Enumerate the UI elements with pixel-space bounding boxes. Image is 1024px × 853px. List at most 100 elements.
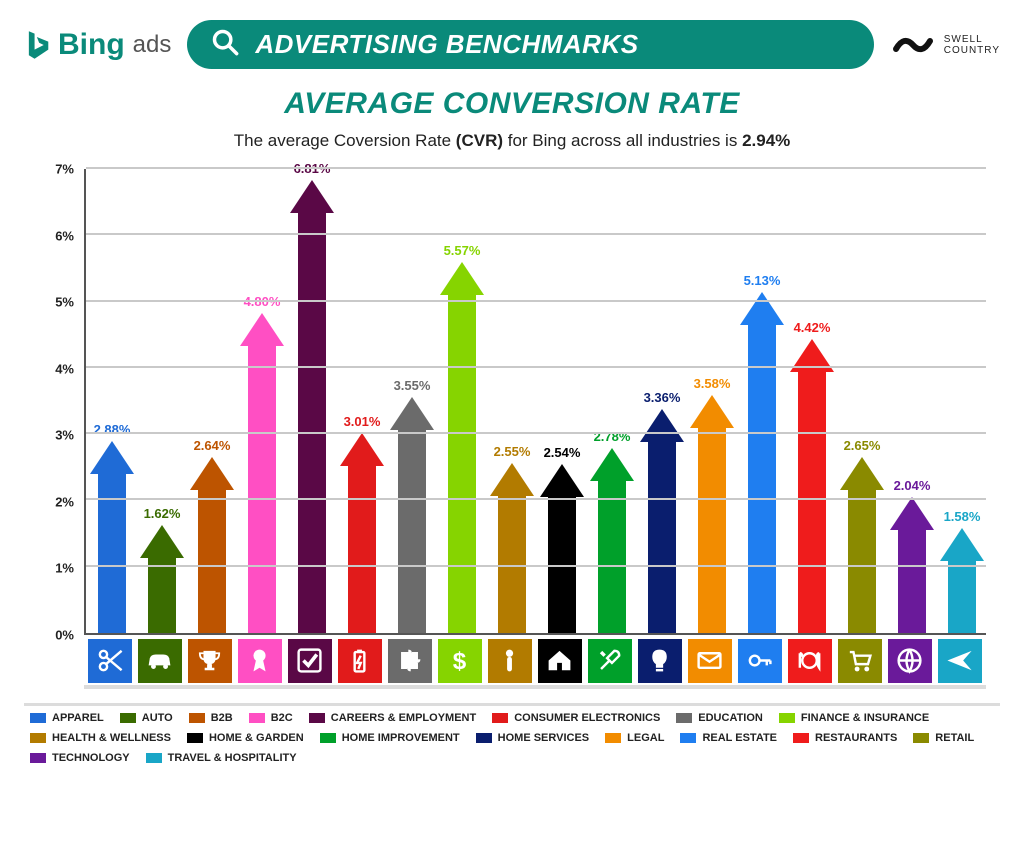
bar-value-label: 4.80% <box>244 294 281 309</box>
page: Bing ads ADVERTISING BENCHMARKS SWELL CO… <box>0 0 1024 853</box>
arrow-bar <box>440 262 484 633</box>
bar: 5.13% <box>740 169 784 633</box>
arrow-shaft <box>298 213 325 633</box>
trophy-icon <box>188 639 232 683</box>
header: Bing ads ADVERTISING BENCHMARKS SWELL CO… <box>24 20 1000 69</box>
arrow-head <box>290 180 334 213</box>
y-tick: 3% <box>55 428 74 443</box>
subtitle-cvr: (CVR) <box>456 131 503 150</box>
arrow-shaft <box>348 466 375 633</box>
arrow-head <box>140 525 184 558</box>
grid-line <box>86 565 986 567</box>
bar-value-label: 3.58% <box>694 376 731 391</box>
legend-label: RESTAURANTS <box>815 732 897 744</box>
arrow-head <box>740 292 784 325</box>
bar-value-label: 5.57% <box>444 243 481 258</box>
arrow-bar <box>490 463 534 633</box>
battery-icon <box>338 639 382 683</box>
legend-item: HOME IMPROVEMENT <box>320 732 460 744</box>
arrow-head <box>940 528 984 561</box>
legend-item: B2C <box>249 712 293 724</box>
arrow-shaft <box>798 372 825 633</box>
arrow-bar <box>190 457 234 633</box>
y-tick: 5% <box>55 295 74 310</box>
arrow-head <box>90 441 134 474</box>
arrow-head <box>390 397 434 430</box>
legend-item: FINANCE & INSURANCE <box>779 712 929 724</box>
arrow-bar <box>840 457 884 633</box>
arrow-shaft <box>198 490 225 633</box>
arrow-shaft <box>848 490 875 633</box>
legend-swatch <box>492 713 508 723</box>
legend-label: CAREERS & EMPLOYMENT <box>331 712 476 724</box>
check-icon <box>288 639 332 683</box>
legend: APPARELAUTOB2BB2CCAREERS & EMPLOYMENTCON… <box>24 712 1000 764</box>
legend-label: TECHNOLOGY <box>52 752 130 764</box>
house-icon <box>538 639 582 683</box>
bing-ads-logo: Bing ads <box>24 28 171 62</box>
y-tick: 0% <box>55 628 74 643</box>
tools-icon <box>588 639 632 683</box>
bar: 3.58% <box>690 169 734 633</box>
arrow-bar <box>340 433 384 633</box>
subtitle-value: 2.94% <box>742 131 790 150</box>
bar: 1.62% <box>140 169 184 633</box>
legend-swatch <box>913 733 929 743</box>
grid-line <box>86 233 986 235</box>
bar: 3.36% <box>640 169 684 633</box>
chart-title: AVERAGE CONVERSION RATE <box>24 87 1000 121</box>
legend-item: TECHNOLOGY <box>30 752 130 764</box>
legend-item: CONSUMER ELECTRONICS <box>492 712 660 724</box>
bar: 2.54% <box>540 169 584 633</box>
bar-value-label: 3.01% <box>344 414 381 429</box>
bar-value-label: 2.88% <box>94 422 131 437</box>
legend-swatch <box>779 713 795 723</box>
arrow-bar <box>540 464 584 633</box>
legend-swatch <box>187 733 203 743</box>
dollar-icon: $ <box>438 639 482 683</box>
arrow-head <box>240 313 284 346</box>
arrow-shaft <box>898 530 925 633</box>
arrow-bar <box>940 528 984 633</box>
swell-line-1: SWELL <box>944 34 1000 45</box>
legend-swatch <box>146 753 162 763</box>
legend-label: TRAVEL & HOSPITALITY <box>168 752 297 764</box>
arrow-shaft <box>598 481 625 633</box>
bar-value-label: 1.58% <box>944 509 981 524</box>
bar-value-label: 3.55% <box>394 378 431 393</box>
legend-swatch <box>320 733 336 743</box>
legend-swatch <box>680 733 696 743</box>
bars-container: 2.88%1.62%2.64%4.80%6.81%3.01%3.55%5.57%… <box>86 169 986 633</box>
bar: 3.01% <box>340 169 384 633</box>
legend-divider <box>24 703 1000 706</box>
legend-swatch <box>605 733 621 743</box>
bar-value-label: 2.54% <box>544 445 581 460</box>
arrow-bar <box>690 395 734 633</box>
bar: 2.65% <box>840 169 884 633</box>
legend-item: HOME & GARDEN <box>187 732 304 744</box>
legend-label: HOME SERVICES <box>498 732 590 744</box>
arrow-head <box>190 457 234 490</box>
legend-swatch <box>30 733 46 743</box>
bar-value-label: 2.65% <box>844 438 881 453</box>
arrow-shaft <box>248 346 275 633</box>
search-icon <box>211 28 239 61</box>
swell-text: SWELL COUNTRY <box>944 34 1000 56</box>
bar: 6.81% <box>290 169 334 633</box>
arrow-shaft <box>748 325 775 634</box>
legend-label: FINANCE & INSURANCE <box>801 712 929 724</box>
scissors-icon <box>88 639 132 683</box>
bar: 1.58% <box>940 169 984 633</box>
chart: 0%1%2%3%4%5%6%7% 2.88%1.62%2.64%4.80%6.8… <box>34 169 990 689</box>
legend-label: B2B <box>211 712 233 724</box>
legend-item: HOME SERVICES <box>476 732 590 744</box>
plane-icon <box>938 639 982 683</box>
legend-item: HEALTH & WELLNESS <box>30 732 171 744</box>
legend-label: LEGAL <box>627 732 664 744</box>
legend-label: HOME & GARDEN <box>209 732 304 744</box>
svg-text:$: $ <box>453 648 467 675</box>
legend-label: AUTO <box>142 712 173 724</box>
arrow-shaft <box>698 428 725 633</box>
bulb-icon <box>638 639 682 683</box>
legend-swatch <box>120 713 136 723</box>
